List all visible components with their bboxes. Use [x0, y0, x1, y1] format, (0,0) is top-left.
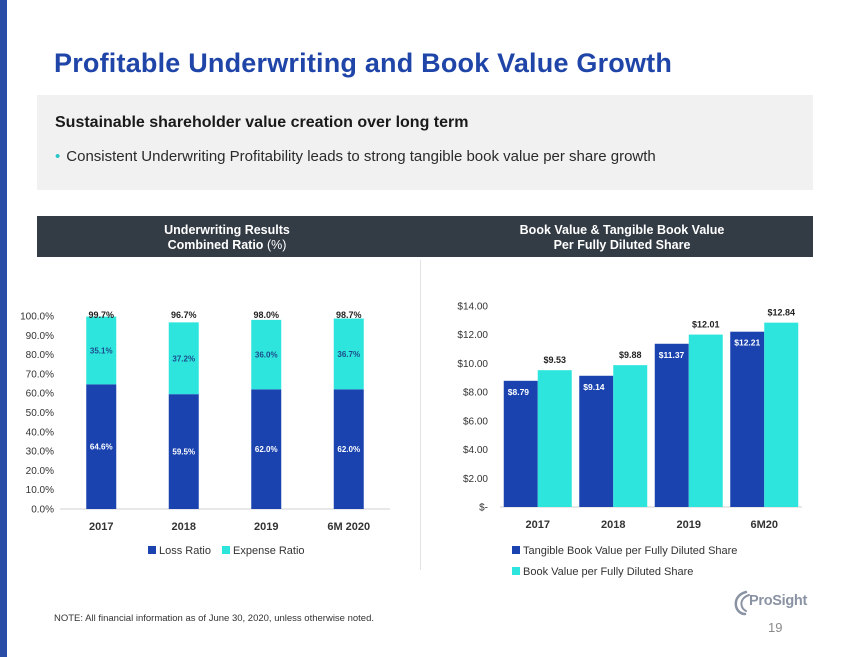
prosight-swoosh-icon [734, 590, 750, 616]
expense-ratio-label: 35.1% [90, 346, 113, 355]
y-tick-label: $14.00 [457, 302, 488, 313]
loss-ratio-bar [168, 394, 199, 509]
x-tick-label: 2019 [254, 521, 278, 533]
legend-swatch-expense [222, 546, 230, 554]
bullet-dot-icon: • [55, 148, 61, 165]
loss-ratio-label: 62.0% [255, 445, 278, 454]
tangible-book-value-label: $12.21 [734, 338, 760, 348]
legend-label-tangible: Tangible Book Value per Fully Diluted Sh… [523, 545, 737, 557]
x-tick-label: 6M 2020 [327, 521, 370, 533]
combined-ratio-total-label: 98.7% [336, 310, 362, 320]
expense-ratio-bar [86, 316, 117, 385]
y-tick-label: $- [479, 503, 488, 514]
legend-swatch-tangible [512, 546, 520, 554]
loss-ratio-label: 64.6% [90, 443, 113, 452]
y-tick-label: 50.0% [26, 408, 54, 419]
logo-text: ProSight [749, 593, 808, 609]
loss-ratio-bar [251, 389, 282, 509]
tangible-book-value-bar [579, 375, 614, 507]
left-header-line2: Combined Ratio (%) [117, 238, 337, 253]
expense-ratio-label: 36.0% [255, 351, 278, 360]
loss-ratio-bar [86, 384, 117, 509]
legend-label-expense: Expense Ratio [233, 545, 305, 557]
tangible-book-value-bar [730, 331, 765, 507]
left-chart-header: Underwriting Results Combined Ratio (%) [117, 223, 337, 253]
y-tick-label: $12.00 [457, 330, 488, 341]
legend-swatch-loss [148, 546, 156, 554]
y-tick-label: 0.0% [31, 505, 54, 516]
tangible-book-value-bar [654, 343, 689, 507]
loss-ratio-label: 62.0% [337, 445, 360, 454]
chart-header-band: Underwriting Results Combined Ratio (%) … [37, 216, 813, 257]
y-tick-label: 60.0% [26, 389, 54, 400]
y-tick-label: 80.0% [26, 350, 54, 361]
x-tick-label: 6M20 [750, 519, 778, 531]
y-tick-label: 90.0% [26, 331, 54, 342]
left-header-line2-text: Combined Ratio [167, 238, 264, 252]
y-tick-label: 20.0% [26, 466, 54, 477]
tangible-book-value-label: $9.14 [583, 382, 605, 392]
y-tick-label: 40.0% [26, 427, 54, 438]
chart-divider [420, 260, 421, 570]
y-tick-label: 100.0% [20, 312, 54, 323]
combined-ratio-total-label: 99.7% [88, 310, 114, 320]
book-value-label: $9.88 [619, 350, 642, 360]
legend-label-book: Book Value per Fully Diluted Share [523, 566, 693, 578]
x-tick-label: 2018 [601, 519, 625, 531]
x-tick-label: 2017 [89, 521, 113, 533]
y-tick-label: 10.0% [26, 485, 54, 496]
book-value-label: $12.01 [692, 320, 720, 330]
legend-swatch-book [512, 567, 520, 575]
y-tick-label: 30.0% [26, 447, 54, 458]
book-value-bar [613, 365, 648, 507]
expense-ratio-bar [168, 322, 199, 395]
y-tick-label: $10.00 [457, 359, 488, 370]
footnote: NOTE: All financial information as of Ju… [54, 613, 375, 624]
page-number: 19 [768, 620, 783, 635]
tangible-book-value-label: $8.79 [508, 387, 530, 397]
bullet-text: Consistent Underwriting Profitability le… [66, 148, 656, 165]
left-accent-bar [0, 0, 7, 657]
expense-ratio-bar [251, 319, 282, 390]
right-header-line1: Book Value & Tangible Book Value [519, 223, 725, 237]
y-tick-label: 70.0% [26, 369, 54, 380]
loss-ratio-bar [333, 389, 364, 509]
right-chart-header: Book Value & Tangible Book Value Per Ful… [477, 223, 767, 253]
y-tick-label: $6.00 [463, 416, 488, 427]
prosight-logo: ProSight [733, 590, 813, 616]
y-tick-label: $4.00 [463, 445, 488, 456]
page-title: Profitable Underwriting and Book Value G… [54, 48, 673, 78]
left-header-line1: Underwriting Results [164, 223, 290, 237]
summary-box: Sustainable shareholder value creation o… [37, 95, 813, 190]
expense-ratio-label: 37.2% [172, 354, 195, 363]
expense-ratio-bar [333, 318, 364, 390]
book-value-label: $12.84 [767, 308, 795, 318]
combined-ratio-total-label: 98.0% [253, 310, 279, 320]
book-value-label: $9.53 [543, 355, 566, 365]
expense-ratio-label: 36.7% [337, 350, 360, 359]
book-value-bar [764, 322, 799, 507]
book-value-chart: $- $2.00 $4.00 $6.00 $8.00 $10.00 $12.00 $14.00… [457, 302, 802, 578]
y-tick-label: $2.00 [463, 474, 488, 485]
x-tick-label: 2019 [677, 519, 701, 531]
x-tick-label: 2017 [526, 519, 550, 531]
left-header-unit: (%) [266, 238, 287, 252]
loss-ratio-label: 59.5% [172, 448, 195, 457]
book-value-bar [688, 334, 723, 507]
tangible-book-value-bar [503, 380, 538, 507]
summary-heading: Sustainable shareholder value creation o… [55, 114, 469, 131]
legend-label-loss: Loss Ratio [159, 545, 211, 557]
combined-ratio-total-label: 96.7% [171, 310, 197, 320]
tangible-book-value-label: $11.37 [659, 350, 685, 360]
right-header-line2: Per Fully Diluted Share [553, 238, 691, 252]
combined-ratio-chart: 0.0% 10.0% 20.0% 30.0% 40.0% 50.0% 60.0% 70.0% 8… [20, 310, 390, 557]
x-tick-label: 2018 [172, 521, 196, 533]
summary-bullet: • Consistent Underwriting Profitability l… [55, 148, 656, 165]
y-tick-label: $8.00 [463, 388, 488, 399]
book-value-bar [537, 370, 572, 507]
